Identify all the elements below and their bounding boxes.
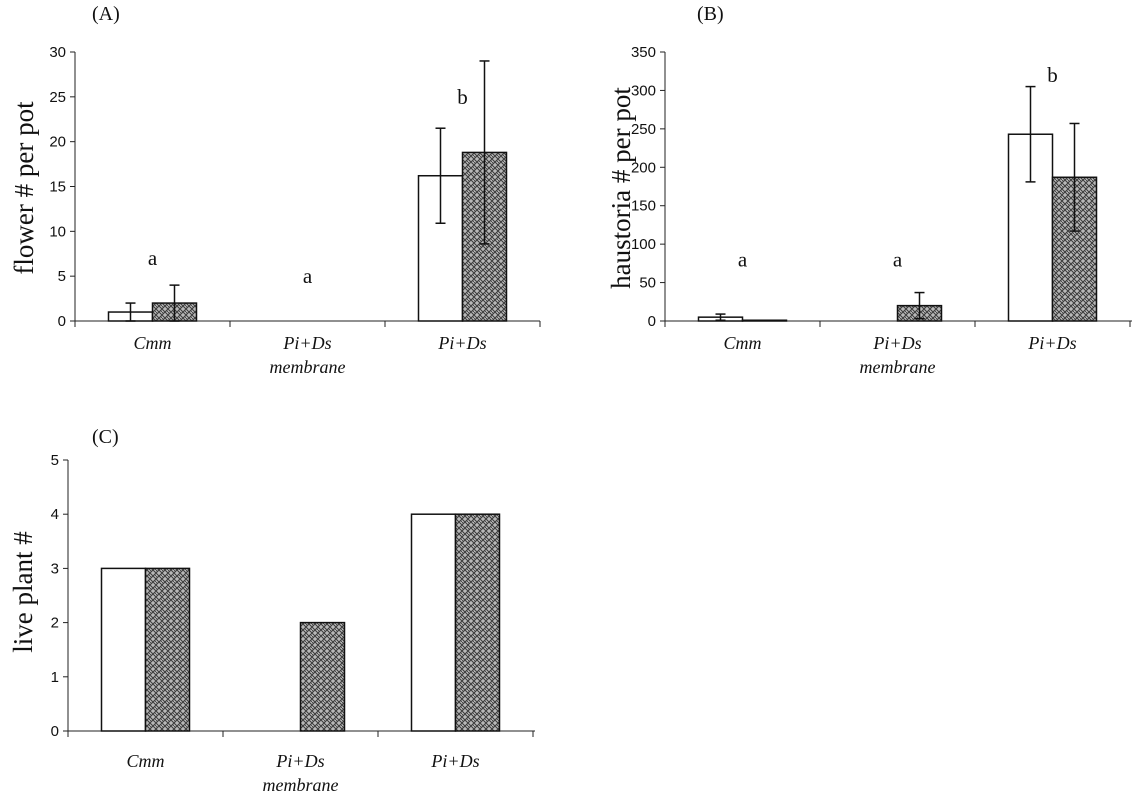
bar-hatched — [299, 621, 346, 732]
y-axis-label: live plant # — [8, 531, 38, 653]
significance-letter: a — [303, 264, 313, 288]
y-tick-label: 100 — [631, 236, 656, 253]
category-label: membrane — [263, 775, 339, 795]
significance-letter: a — [738, 248, 748, 272]
y-tick-label: 50 — [639, 275, 656, 292]
category-label: membrane — [270, 357, 346, 377]
category-label: Pi+Ds — [872, 333, 921, 353]
y-tick-label: 5 — [51, 452, 59, 469]
y-tick-label: 0 — [51, 723, 59, 740]
y-tick-label: 0 — [58, 313, 66, 330]
significance-letter: b — [1047, 63, 1058, 87]
y-tick-label: 20 — [49, 134, 66, 151]
category-label: Pi+Ds — [430, 751, 479, 771]
panel-label: (C) — [92, 426, 119, 448]
y-tick-label: 200 — [631, 159, 656, 176]
significance-letter: a — [148, 246, 158, 270]
y-tick-label: 350 — [631, 44, 656, 61]
y-tick-label: 3 — [51, 560, 59, 577]
panel-label: (B) — [697, 3, 724, 25]
panel-1: (B) haustoria # per pot 0 50 100 150 200 250 300… — [606, 3, 1132, 377]
y-tick-label: 250 — [631, 121, 656, 138]
y-axis-label: haustoria # per pot — [606, 87, 636, 289]
category-label: Pi+Ds — [1027, 333, 1076, 353]
significance-letter: b — [457, 85, 468, 109]
bar-hatched — [144, 567, 191, 732]
bar-hatched — [741, 319, 788, 322]
y-tick-label: 300 — [631, 82, 656, 99]
panel-0: (A) flower # per pot 0 5 10 15 20 25 30 Cmm a Pi+Ds… — [9, 3, 541, 377]
y-tick-label: 1 — [51, 669, 59, 686]
category-label: Pi+Ds — [275, 751, 324, 771]
y-tick-label: 10 — [49, 223, 66, 240]
y-tick-label: 15 — [49, 179, 66, 196]
category-label: Cmm — [126, 751, 164, 771]
category-label: Cmm — [133, 333, 171, 353]
y-tick-label: 30 — [49, 44, 66, 61]
category-label: Cmm — [723, 333, 761, 353]
y-tick-label: 2 — [51, 615, 59, 632]
y-axis-label: flower # per pot — [9, 101, 39, 275]
category-label: Pi+Ds — [282, 333, 331, 353]
y-tick-label: 4 — [51, 506, 59, 523]
significance-letter: a — [893, 248, 903, 272]
y-tick-label: 150 — [631, 198, 656, 215]
category-label: Pi+Ds — [437, 333, 486, 353]
y-tick-label: 5 — [58, 268, 66, 285]
bar-white — [100, 567, 147, 732]
bar-hatched — [454, 513, 501, 732]
y-tick-label: 0 — [648, 313, 656, 330]
bar-white — [410, 513, 457, 732]
panel-label: (A) — [92, 3, 120, 25]
panel-2: (C) live plant # 0 1 2 3 4 5 Cmm Pi+Ds membrane Pi+… — [8, 426, 535, 795]
category-label: membrane — [860, 357, 936, 377]
y-tick-label: 25 — [49, 89, 66, 106]
